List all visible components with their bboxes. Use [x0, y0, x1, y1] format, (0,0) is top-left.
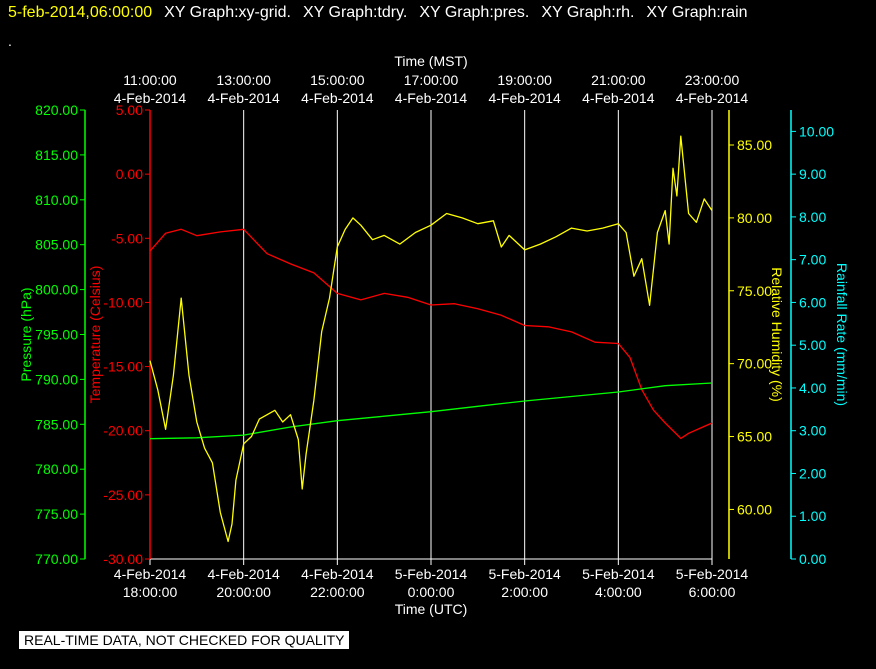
series-line-pres — [149, 382, 713, 440]
top-tick-time: 23:00:00 — [685, 72, 740, 88]
temperature-axis-label: Temperature (Celsius) — [87, 266, 103, 404]
top-tick-time: 17:00:00 — [404, 72, 459, 88]
pressure-tick-label: 800.00 — [35, 282, 78, 298]
humidity-tick-label: 85.00 — [737, 137, 772, 153]
rain-tick-label: 6.00 — [799, 294, 826, 310]
graph-label-xy-grid: XY Graph:xy-grid. — [164, 4, 291, 21]
graph-label-rain: XY Graph:rain — [646, 4, 748, 21]
top-tick-time: 19:00:00 — [497, 72, 552, 88]
rain-tick-label: 3.00 — [799, 423, 826, 439]
bottom-tick-date: 5-Feb-2014 — [582, 566, 655, 582]
pressure-tick-label: 815.00 — [35, 147, 78, 163]
temperature-tick-label: -25.00 — [103, 487, 143, 503]
rain-tick-label: 9.00 — [799, 166, 826, 182]
temperature-tick-label: -30.00 — [103, 551, 143, 567]
pressure-tick-label: 770.00 — [35, 551, 78, 567]
rain-tick-label: 8.00 — [799, 209, 826, 225]
temperature-tick-label: -15.00 — [103, 359, 143, 375]
bottom-tick-time: 18:00:00 — [123, 584, 178, 600]
pressure-tick-label: 820.00 — [35, 102, 78, 118]
top-axis-label: Time (MST) — [394, 53, 467, 69]
pressure-tick-label: 775.00 — [35, 506, 78, 522]
quality-notice: REAL-TIME DATA, NOT CHECKED FOR QUALITY — [19, 631, 350, 649]
top-tick-date: 4-Feb-2014 — [207, 90, 280, 106]
rain-tick-label: 7.00 — [799, 252, 826, 268]
top-tick-date: 4-Feb-2014 — [301, 90, 374, 106]
rain-tick-label: 10.00 — [799, 123, 834, 139]
top-tick-date: 4-Feb-2014 — [114, 90, 187, 106]
pressure-axis-label: Pressure (hPa) — [18, 287, 34, 381]
bottom-axis-label: Time (UTC) — [395, 601, 468, 617]
top-tick-time: 15:00:00 — [310, 72, 365, 88]
pressure-tick-label: 795.00 — [35, 327, 78, 343]
temperature-tick-label: -20.00 — [103, 423, 143, 439]
top-tick-date: 4-Feb-2014 — [395, 90, 468, 106]
rain-tick-label: 4.00 — [799, 380, 826, 396]
rain-axis-label: Rainfall Rate (mm/min) — [834, 263, 850, 406]
series-line-tdry — [149, 228, 713, 440]
top-tick-time: 13:00:00 — [216, 72, 271, 88]
bottom-tick-date: 4-Feb-2014 — [114, 566, 187, 582]
bottom-tick-time: 2:00:00 — [501, 584, 548, 600]
graph-label-rh: XY Graph:rh. — [541, 4, 635, 21]
temperature-tick-label: 5.00 — [116, 102, 143, 118]
humidity-axis-label: Relative Humidity (%) — [769, 267, 785, 402]
graph-label-tdry: XY Graph:tdry. — [303, 4, 408, 21]
bottom-tick-date: 5-Feb-2014 — [395, 566, 468, 582]
pressure-tick-label: 780.00 — [35, 461, 78, 477]
humidity-tick-label: 65.00 — [737, 429, 772, 445]
humidity-tick-label: 80.00 — [737, 210, 772, 226]
humidity-tick-label: 60.00 — [737, 501, 772, 517]
top-tick-time: 21:00:00 — [591, 72, 646, 88]
bottom-tick-time: 0:00:00 — [408, 584, 455, 600]
window-header: 5-feb-2014,06:00:00 XY Graph:xy-grid. XY G… — [8, 4, 748, 22]
pressure-tick-label: 810.00 — [35, 192, 78, 208]
series-line-rh — [149, 135, 713, 543]
rain-tick-label: 2.00 — [799, 465, 826, 481]
rain-tick-label: 0.00 — [799, 551, 826, 567]
top-tick-date: 4-Feb-2014 — [488, 90, 561, 106]
temperature-tick-label: 0.00 — [116, 166, 143, 182]
top-tick-time: 11:00:00 — [123, 72, 177, 88]
humidity-tick-label: 75.00 — [737, 283, 772, 299]
bottom-tick-time: 22:00:00 — [310, 584, 365, 600]
pressure-tick-label: 785.00 — [35, 416, 78, 432]
humidity-tick-label: 70.00 — [737, 356, 772, 372]
header-timestamp: 5-feb-2014,06:00:00 — [8, 4, 153, 21]
pressure-tick-label: 805.00 — [35, 237, 78, 253]
bottom-tick-time: 6:00:00 — [689, 584, 736, 600]
rain-tick-label: 1.00 — [799, 508, 826, 524]
bottom-tick-date: 4-Feb-2014 — [301, 566, 374, 582]
temperature-tick-label: -5.00 — [111, 230, 143, 246]
bottom-tick-date: 4-Feb-2014 — [207, 566, 280, 582]
temperature-tick-label: -10.00 — [103, 294, 143, 310]
bottom-tick-time: 4:00:00 — [595, 584, 642, 600]
pressure-tick-label: 790.00 — [35, 371, 78, 387]
graph-label-pres: XY Graph:pres. — [419, 4, 530, 21]
bottom-tick-date: 5-Feb-2014 — [676, 566, 749, 582]
bottom-tick-time: 20:00:00 — [216, 584, 271, 600]
top-tick-date: 4-Feb-2014 — [582, 90, 655, 106]
rain-tick-label: 5.00 — [799, 337, 826, 353]
header-second-line: . — [8, 33, 12, 49]
top-tick-date: 4-Feb-2014 — [676, 90, 749, 106]
bottom-tick-date: 5-Feb-2014 — [488, 566, 561, 582]
